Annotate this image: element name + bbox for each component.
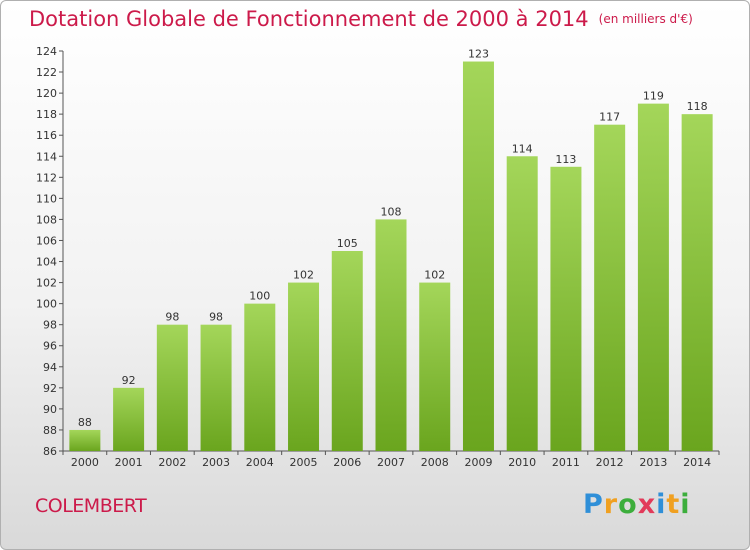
- title-text: Dotation Globale de Fonctionnement de 20…: [29, 7, 589, 31]
- data-label: 108: [381, 205, 402, 218]
- y-tick-label: 118: [36, 108, 57, 121]
- x-tick-label: 2007: [377, 456, 405, 469]
- logo-letter: P: [583, 489, 604, 520]
- x-tick-label: 2012: [596, 456, 624, 469]
- y-tick-label: 116: [36, 129, 57, 142]
- logo-letter: o: [618, 489, 638, 520]
- x-tick-label: 2010: [508, 456, 536, 469]
- chart-subtitle: (en milliers d'€): [598, 12, 693, 26]
- bar: [506, 156, 538, 451]
- data-label: 117: [599, 111, 620, 124]
- y-tick-label: 114: [36, 150, 57, 163]
- y-tick-label: 122: [36, 66, 57, 79]
- x-tick-label: 2008: [421, 456, 449, 469]
- data-label: 118: [687, 100, 708, 113]
- bar: [331, 251, 363, 451]
- y-tick-label: 120: [36, 87, 57, 100]
- x-tick-label: 2011: [552, 456, 580, 469]
- x-tick-label: 2014: [683, 456, 711, 469]
- bar: [550, 166, 582, 451]
- logo-letter: x: [637, 489, 657, 520]
- data-label: 102: [293, 269, 314, 282]
- data-label: 102: [424, 269, 445, 282]
- bar: [113, 387, 145, 451]
- bar: [200, 324, 232, 451]
- bar: [69, 429, 101, 451]
- logo-letter: i: [656, 489, 667, 520]
- y-tick-label: 98: [43, 319, 57, 332]
- x-tick-label: 2004: [246, 456, 274, 469]
- logo-letter: t: [666, 489, 681, 520]
- bar: [419, 282, 451, 451]
- y-tick-label: 104: [36, 256, 57, 269]
- bar: [462, 61, 494, 452]
- bar: [244, 303, 276, 451]
- x-tick-label: 2005: [290, 456, 318, 469]
- data-label: 98: [209, 311, 223, 324]
- chart-labels: 2000 88 2001 92 2002 98 2003 98 2004 100 2005 102 20…: [71, 48, 711, 469]
- chart-axes: 86 88 90 92 94 96 98 100 102 104 106 108 110 112 114 11…: [36, 45, 720, 458]
- x-tick-label: 2001: [115, 456, 143, 469]
- bar: [288, 282, 320, 451]
- commune-name: COLEMBERT: [35, 495, 147, 517]
- data-label: 113: [555, 153, 576, 166]
- y-tick-label: 108: [36, 213, 57, 226]
- data-label: 105: [337, 237, 358, 250]
- y-tick-label: 110: [36, 192, 57, 205]
- chart-title: Dotation Globale de Fonctionnement de 20…: [29, 7, 693, 31]
- logo-letter: r: [603, 489, 619, 520]
- data-label: 100: [249, 290, 270, 303]
- x-tick-label: 2013: [639, 456, 667, 469]
- y-tick-label: 88: [43, 424, 57, 437]
- x-tick-label: 2009: [464, 456, 492, 469]
- x-tick-label: 2002: [158, 456, 186, 469]
- data-label: 123: [468, 48, 489, 61]
- y-tick-label: 90: [43, 403, 57, 416]
- y-tick-label: 94: [43, 361, 57, 374]
- y-tick-label: 112: [36, 171, 57, 184]
- bar: [594, 124, 626, 452]
- y-tick-label: 100: [36, 298, 57, 311]
- data-label: 119: [643, 90, 664, 103]
- bar: [156, 324, 188, 451]
- data-label: 98: [165, 311, 179, 324]
- chart-bars: [69, 61, 713, 452]
- x-tick-label: 2000: [71, 456, 99, 469]
- y-tick-label: 96: [43, 340, 57, 353]
- bar: [375, 219, 407, 451]
- logo-letter: i: [680, 489, 691, 520]
- proxiti-logo: Proxiti: [583, 489, 691, 520]
- x-tick-label: 2003: [202, 456, 230, 469]
- data-label: 88: [78, 416, 92, 429]
- y-tick-label: 124: [36, 45, 57, 58]
- y-tick-label: 102: [36, 277, 57, 290]
- bar: [681, 114, 713, 451]
- y-tick-label: 106: [36, 234, 57, 247]
- y-tick-label: 92: [43, 382, 57, 395]
- data-label: 92: [122, 374, 136, 387]
- data-label: 114: [512, 142, 533, 155]
- bar: [637, 103, 669, 451]
- y-tick-label: 86: [43, 445, 57, 458]
- x-tick-label: 2006: [333, 456, 361, 469]
